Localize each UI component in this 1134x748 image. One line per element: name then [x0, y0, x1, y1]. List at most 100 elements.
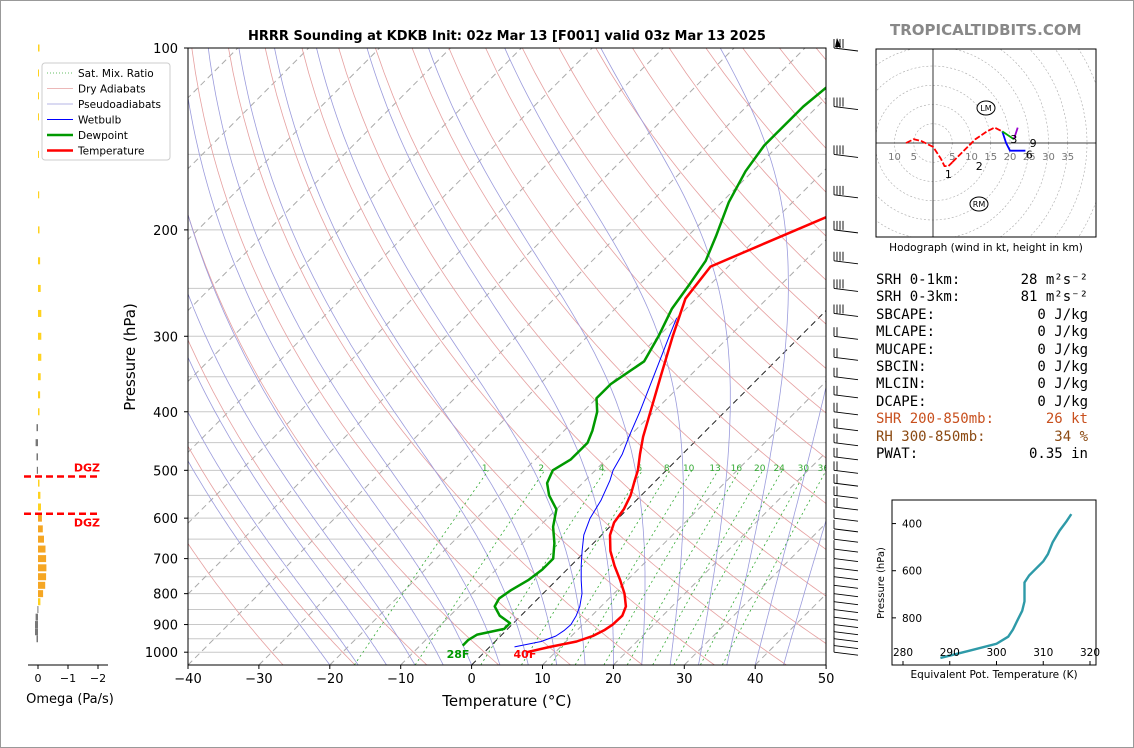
hodo-ring-label: 30 — [1042, 152, 1055, 163]
legend-entry: Pseudoadiabats — [78, 99, 161, 111]
surface-dewpoint-label: 28F — [447, 648, 470, 661]
omega-bar — [37, 606, 39, 614]
omega-bar — [38, 191, 40, 199]
y-tick-label: 600 — [153, 512, 178, 527]
omega-bar — [35, 628, 38, 636]
wind-barb-shaft — [833, 47, 859, 52]
dgz-label: DGZ — [74, 462, 100, 475]
hodo-trace — [1001, 131, 1026, 152]
thetae-frame — [891, 499, 1097, 666]
wind-barb-shaft — [833, 631, 859, 636]
pseudoadiabat-line — [188, 292, 416, 665]
omega-bar — [36, 466, 38, 474]
pseudoadiabat-line — [504, 48, 684, 665]
mixing-ratio-line — [574, 470, 693, 665]
omega-tick-label: 0 — [35, 672, 42, 685]
y-tick-label: 300 — [153, 330, 178, 345]
wind-barb-shaft — [833, 517, 859, 522]
isotherm-line — [400, 238, 826, 665]
temperature-profile-line — [526, 215, 826, 654]
isotherm-line — [329, 168, 826, 665]
x-tick-label: −30 — [245, 672, 272, 687]
thetae-x-tick-label: 280 — [893, 647, 913, 659]
stat-value: 0 J/kg — [1037, 324, 1088, 341]
legend-entry: Sat. Mix. Ratio — [78, 68, 154, 80]
hodo-height-label: 6 — [1026, 149, 1033, 162]
skewt-xlabel: Temperature (°C) — [441, 692, 571, 710]
theta-e-plot: 280 290 300 310 320 400 600 800 — [891, 499, 1100, 666]
hodo-rm-marker — [969, 196, 989, 212]
hodograph-plot: 10 5 5 10 15 20 25 30 35 1 2 369 LM RM — [875, 48, 1097, 238]
isotherm-line — [613, 451, 826, 665]
wind-barb-shaft — [833, 576, 859, 581]
y-tick-label: 400 — [153, 406, 178, 421]
wind-barb-shaft — [833, 609, 859, 613]
x-tick-label: −40 — [174, 672, 201, 687]
omega-bar — [38, 525, 43, 533]
omega-bar — [38, 573, 47, 581]
mixing-ratio-label: 36 — [818, 464, 830, 474]
dry-adiabat-line — [485, 48, 826, 459]
omega-plot: 0 −1 −2 DGZ DGZ — [24, 44, 108, 685]
mixing-ratio-label: 30 — [798, 464, 810, 474]
mixing-ratio-label: 20 — [754, 464, 766, 474]
hodo-ring-label: 10 — [965, 152, 978, 163]
hodo-trace — [951, 126, 1003, 163]
mixing-ratio-line — [521, 470, 643, 665]
stat-label: MLCAPE: — [876, 324, 936, 341]
isotherm-line — [683, 522, 826, 665]
dewpoint-profile-line — [461, 86, 826, 647]
wind-barb-shaft — [833, 645, 859, 650]
mixing-ratio-label: 10 — [683, 464, 695, 474]
stat-value: 0 J/kg — [1037, 306, 1088, 323]
omega-bar — [38, 353, 42, 361]
dry-adiabat-line — [448, 48, 826, 504]
wind-barb-shaft — [833, 356, 859, 361]
omega-bar — [35, 621, 38, 629]
mixing-ratio-line — [721, 470, 826, 665]
x-tick-label: 50 — [818, 672, 835, 687]
stat-value: 0 J/kg — [1037, 376, 1088, 393]
hodo-inner: 10 5 5 10 15 20 25 30 35 1 2 369 LM RM — [876, 49, 1096, 237]
wind-barb-shaft — [833, 260, 859, 265]
hodo-height-label: 1 — [945, 168, 952, 181]
mixing-ratio-line — [626, 470, 740, 665]
omega-bar — [35, 613, 38, 621]
thetae-x-tick-label: 290 — [940, 647, 960, 659]
wind-barb-shaft — [833, 601, 859, 606]
pseudoadiabat-line — [188, 213, 444, 665]
omega-bar — [38, 44, 40, 52]
stat-value: 0 J/kg — [1037, 358, 1088, 375]
omega-bar — [38, 113, 39, 121]
omega-bar — [38, 581, 46, 589]
surface-temperature-label: 40F — [514, 648, 537, 661]
x-tick-label: −20 — [316, 672, 343, 687]
legend-entry: Wetbulb — [78, 115, 122, 127]
mixing-ratio-line — [673, 470, 783, 665]
x-tick-label: 30 — [676, 672, 693, 687]
mixing-ratio-label: 4 — [599, 464, 605, 474]
wind-barb-shaft — [833, 229, 859, 234]
wind-barb-shaft — [833, 312, 859, 317]
thetae-y-tick-label: 800 — [902, 613, 922, 625]
hodo-trace — [905, 138, 953, 167]
omega-bar — [36, 453, 38, 461]
skewt-background-lines: 1 2 4 6 8 10 13 16 20 24 30 36 — [188, 48, 830, 665]
pseudoadiabat-line — [754, 385, 826, 665]
theta-e-xlabel: Equivalent Pot. Temperature (K) — [910, 669, 1077, 681]
wind-barb-shaft — [833, 394, 859, 399]
stat-value: 81 m²s⁻² — [1020, 289, 1088, 306]
wind-barb-shaft — [833, 287, 859, 292]
thetae-x-tick-label: 320 — [1080, 647, 1100, 659]
theta-e-ylabel: Pressure (hPa) — [876, 547, 887, 619]
stat-label: MLCIN: — [876, 376, 927, 393]
wind-barb-shaft — [833, 194, 859, 199]
wind-barbs — [833, 38, 859, 656]
mixing-ratio-label: 16 — [731, 464, 743, 474]
stat-label: SBCAPE: — [876, 306, 936, 323]
stat-label: RH 300-850mb: — [876, 428, 986, 445]
wind-barb-shaft — [833, 494, 859, 499]
x-tick-label: 10 — [534, 672, 551, 687]
isotherm-line — [258, 97, 826, 665]
y-tick-label: 1000 — [145, 646, 178, 661]
